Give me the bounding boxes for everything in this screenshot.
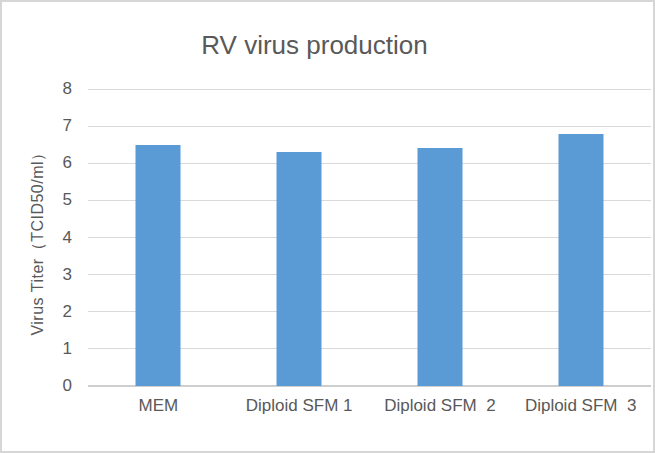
y-tick-label: 5	[2, 190, 72, 210]
x-axis-category-labels: MEM Diploid SFM 1 Diploid SFM 2 Diploid SFM…	[88, 396, 651, 420]
y-axis-tick-labels: 012345678	[2, 89, 72, 386]
y-tick-label: 2	[2, 301, 72, 321]
bar	[277, 152, 322, 386]
y-tick-label: 7	[2, 116, 72, 136]
y-tick-label: 6	[2, 153, 72, 173]
chart-canvas: RV virus production Virus Titer（TCID50/m…	[0, 0, 655, 453]
y-tick-label: 4	[2, 227, 72, 247]
y-tick-label: 8	[2, 79, 72, 99]
bar	[417, 148, 462, 386]
x-category-label: MEM	[139, 396, 179, 416]
x-category-label: Diploid SFM 1	[246, 396, 353, 416]
gridline	[88, 89, 651, 90]
gridline	[88, 126, 651, 127]
bar	[558, 134, 603, 386]
bar	[136, 145, 181, 386]
plot-area	[88, 89, 651, 386]
y-tick-label: 3	[2, 264, 72, 284]
y-tick-label: 1	[2, 338, 72, 358]
x-category-label: Diploid SFM 3	[525, 396, 636, 416]
chart-title: RV virus production	[2, 30, 627, 61]
x-category-label: Diploid SFM 2	[384, 396, 495, 416]
y-tick-label: 0	[2, 376, 72, 396]
